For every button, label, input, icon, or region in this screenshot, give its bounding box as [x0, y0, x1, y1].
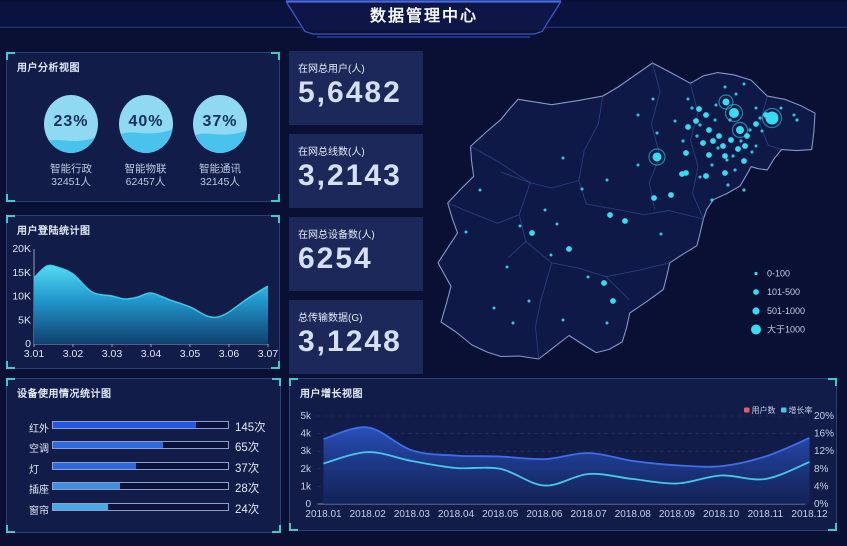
- svg-text:3.01: 3.01: [24, 348, 45, 360]
- svg-text:2018.12: 2018.12: [791, 509, 828, 520]
- svg-text:2018.02: 2018.02: [350, 509, 387, 520]
- svg-text:8%: 8%: [814, 464, 829, 475]
- svg-text:3.07: 3.07: [258, 348, 279, 360]
- svg-text:37%: 37%: [202, 113, 237, 130]
- svg-text:2018.07: 2018.07: [571, 509, 608, 520]
- svg-text:3k: 3k: [300, 446, 312, 457]
- svg-text:3.06: 3.06: [219, 348, 240, 360]
- svg-text:3.03: 3.03: [102, 348, 123, 360]
- svg-text:20K: 20K: [12, 243, 31, 255]
- svg-text:3.02: 3.02: [63, 348, 84, 360]
- svg-text:0%: 0%: [814, 499, 829, 510]
- svg-text:10K: 10K: [12, 291, 31, 303]
- svg-text:0-100: 0-100: [767, 269, 790, 279]
- svg-text:20%: 20%: [814, 411, 834, 422]
- svg-text:2018.01: 2018.01: [305, 509, 342, 520]
- svg-text:大于1000: 大于1000: [767, 324, 805, 335]
- svg-text:501-1000: 501-1000: [767, 306, 805, 316]
- svg-text:2018.04: 2018.04: [438, 509, 475, 520]
- svg-text:4%: 4%: [814, 481, 829, 492]
- svg-text:3.05: 3.05: [180, 348, 201, 360]
- svg-text:数据管理中心: 数据管理中心: [370, 6, 478, 25]
- svg-text:4k: 4k: [300, 429, 312, 440]
- svg-text:23%: 23%: [53, 113, 88, 130]
- svg-text:用户数: 用户数: [752, 405, 776, 415]
- svg-text:5K: 5K: [18, 314, 31, 326]
- svg-text:2018.08: 2018.08: [615, 509, 652, 520]
- svg-text:2k: 2k: [300, 464, 312, 475]
- svg-text:5k: 5k: [300, 411, 312, 422]
- svg-text:0: 0: [25, 338, 31, 350]
- svg-text:2018.09: 2018.09: [659, 509, 696, 520]
- svg-text:1k: 1k: [300, 481, 312, 492]
- svg-text:15K: 15K: [12, 267, 31, 279]
- svg-text:2018.10: 2018.10: [703, 509, 740, 520]
- svg-text:3.04: 3.04: [141, 348, 162, 360]
- svg-text:12%: 12%: [814, 446, 834, 457]
- svg-text:0: 0: [305, 499, 311, 510]
- svg-text:16%: 16%: [814, 429, 834, 440]
- svg-text:2018.11: 2018.11: [748, 509, 784, 520]
- svg-text:101-500: 101-500: [767, 287, 800, 297]
- svg-text:2018.03: 2018.03: [394, 509, 431, 520]
- svg-text:2018.05: 2018.05: [482, 509, 519, 520]
- svg-text:增长率: 增长率: [789, 405, 813, 415]
- svg-text:40%: 40%: [128, 113, 163, 130]
- svg-text:2018.06: 2018.06: [526, 509, 563, 520]
